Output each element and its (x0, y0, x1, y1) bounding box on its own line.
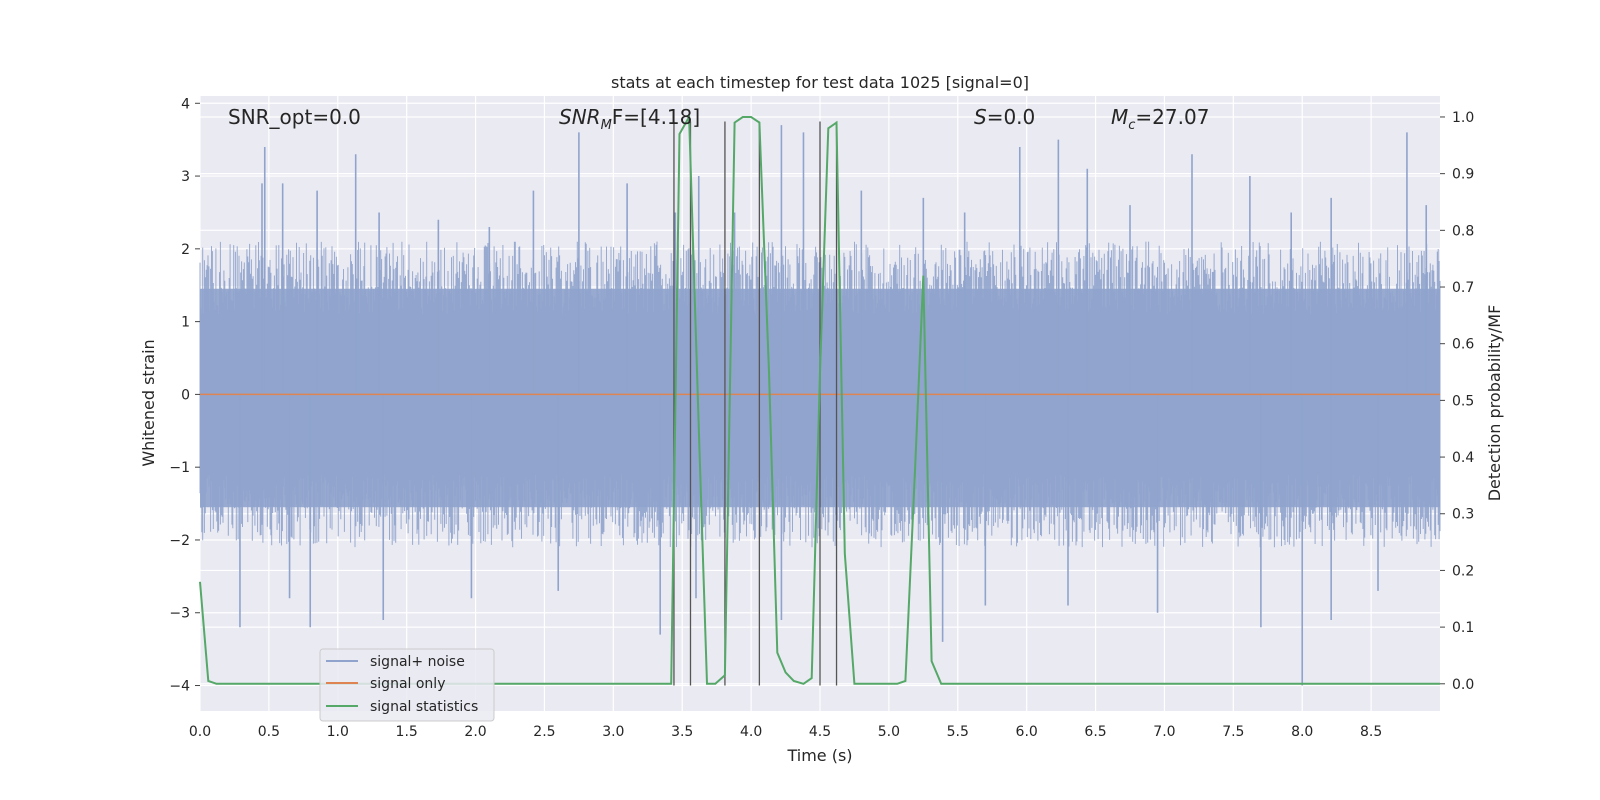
x-tick-label: 3.5 (671, 724, 693, 740)
mc-base: M (1111, 105, 1128, 129)
y2-tick-label: 0.4 (1452, 450, 1474, 466)
y2-tick-label: 0.7 (1452, 280, 1474, 296)
y2-tick-label: 0.8 (1452, 223, 1474, 239)
x-tick-label: 8.0 (1291, 724, 1313, 740)
x-tick-label: 2.0 (464, 724, 486, 740)
signal-statistics-line (199, 113, 1440, 685)
snr-mf-base: SNR (559, 105, 601, 129)
x-tick-label: 5.0 (878, 724, 900, 740)
y2-tick-label: 0.2 (1452, 563, 1474, 579)
x-tick-label: 8.5 (1360, 724, 1382, 740)
x-tick-label: 6.0 (1016, 724, 1038, 740)
legend-label-signal: signal only (370, 676, 445, 692)
y-tick-label: 3 (181, 169, 190, 185)
x-tick-label: 0.0 (189, 724, 211, 740)
snr-mf-sub: M (601, 118, 612, 133)
chart-title: stats at each timestep for test data 102… (611, 73, 1029, 92)
y2-tick-label: 0.5 (1452, 393, 1474, 409)
mc-sub: c (1128, 118, 1135, 133)
tick-labels: 0.0 0.5 1.0 1.5 2.0 2.5 3.0 3.5 4.0 4.5 5.0 5.5 6.0 6… (169, 96, 1474, 740)
x-tick-label: 2.5 (533, 724, 555, 740)
legend: signal+ noise signal only signal statist… (319, 648, 495, 722)
signal-statistics-series (199, 113, 1440, 685)
y2-tick-label: 0.6 (1452, 337, 1474, 353)
y-tick-label: 4 (181, 96, 190, 112)
annotation-mc: Mc=27.07 (1111, 105, 1209, 133)
x-tick-label: 1.5 (396, 724, 418, 740)
y-axis-label: Whitened strain (139, 339, 158, 466)
y-tick-label: 2 (181, 242, 190, 258)
y-tick-label: 1 (181, 315, 190, 331)
legend-label-stats: signal statistics (370, 699, 478, 715)
annotation-snr-mf: SNRMF=[4.18] (559, 105, 700, 133)
y-tick-label: −3 (169, 606, 190, 622)
y2-tick-label: 0.9 (1452, 167, 1474, 183)
y2-tick-label: 1.0 (1452, 110, 1474, 126)
y-tick-label: −4 (169, 679, 190, 695)
x-tick-label: 1.0 (327, 724, 349, 740)
x-tick-label: 3.0 (602, 724, 624, 740)
y-tick-label: 0 (181, 387, 190, 403)
s-italic: S (974, 105, 987, 129)
y2-tick-label: 0.1 (1452, 620, 1474, 636)
y-tick-label: −2 (169, 533, 190, 549)
x-tick-label: 4.5 (809, 724, 831, 740)
y-tick-label: −1 (169, 460, 190, 476)
legend-label-noise: signal+ noise (370, 654, 465, 670)
snr-mf-rest: F=[4.18] (612, 105, 700, 129)
x-tick-label: 4.0 (740, 724, 762, 740)
y2-axis-label: Detection probability/MF (1485, 305, 1504, 502)
annotation-snr-opt: SNR_opt=0.0 (228, 105, 361, 129)
y2-tick-label: 0.3 (1452, 507, 1474, 523)
x-tick-label: 0.5 (258, 724, 280, 740)
mc-rest: =27.07 (1135, 105, 1209, 129)
x-axis-label: Time (s) (786, 746, 852, 765)
x-tick-label: 7.5 (1222, 724, 1244, 740)
s-rest: =0.0 (987, 105, 1036, 129)
annotation-s: S=0.0 (974, 105, 1035, 129)
x-tick-label: 6.5 (1084, 724, 1106, 740)
x-tick-label: 5.5 (947, 724, 969, 740)
x-tick-label: 7.0 (1153, 724, 1175, 740)
vertical-lines (673, 121, 838, 686)
legend-box (319, 648, 495, 722)
y2-tick-label: 0.0 (1452, 677, 1474, 693)
